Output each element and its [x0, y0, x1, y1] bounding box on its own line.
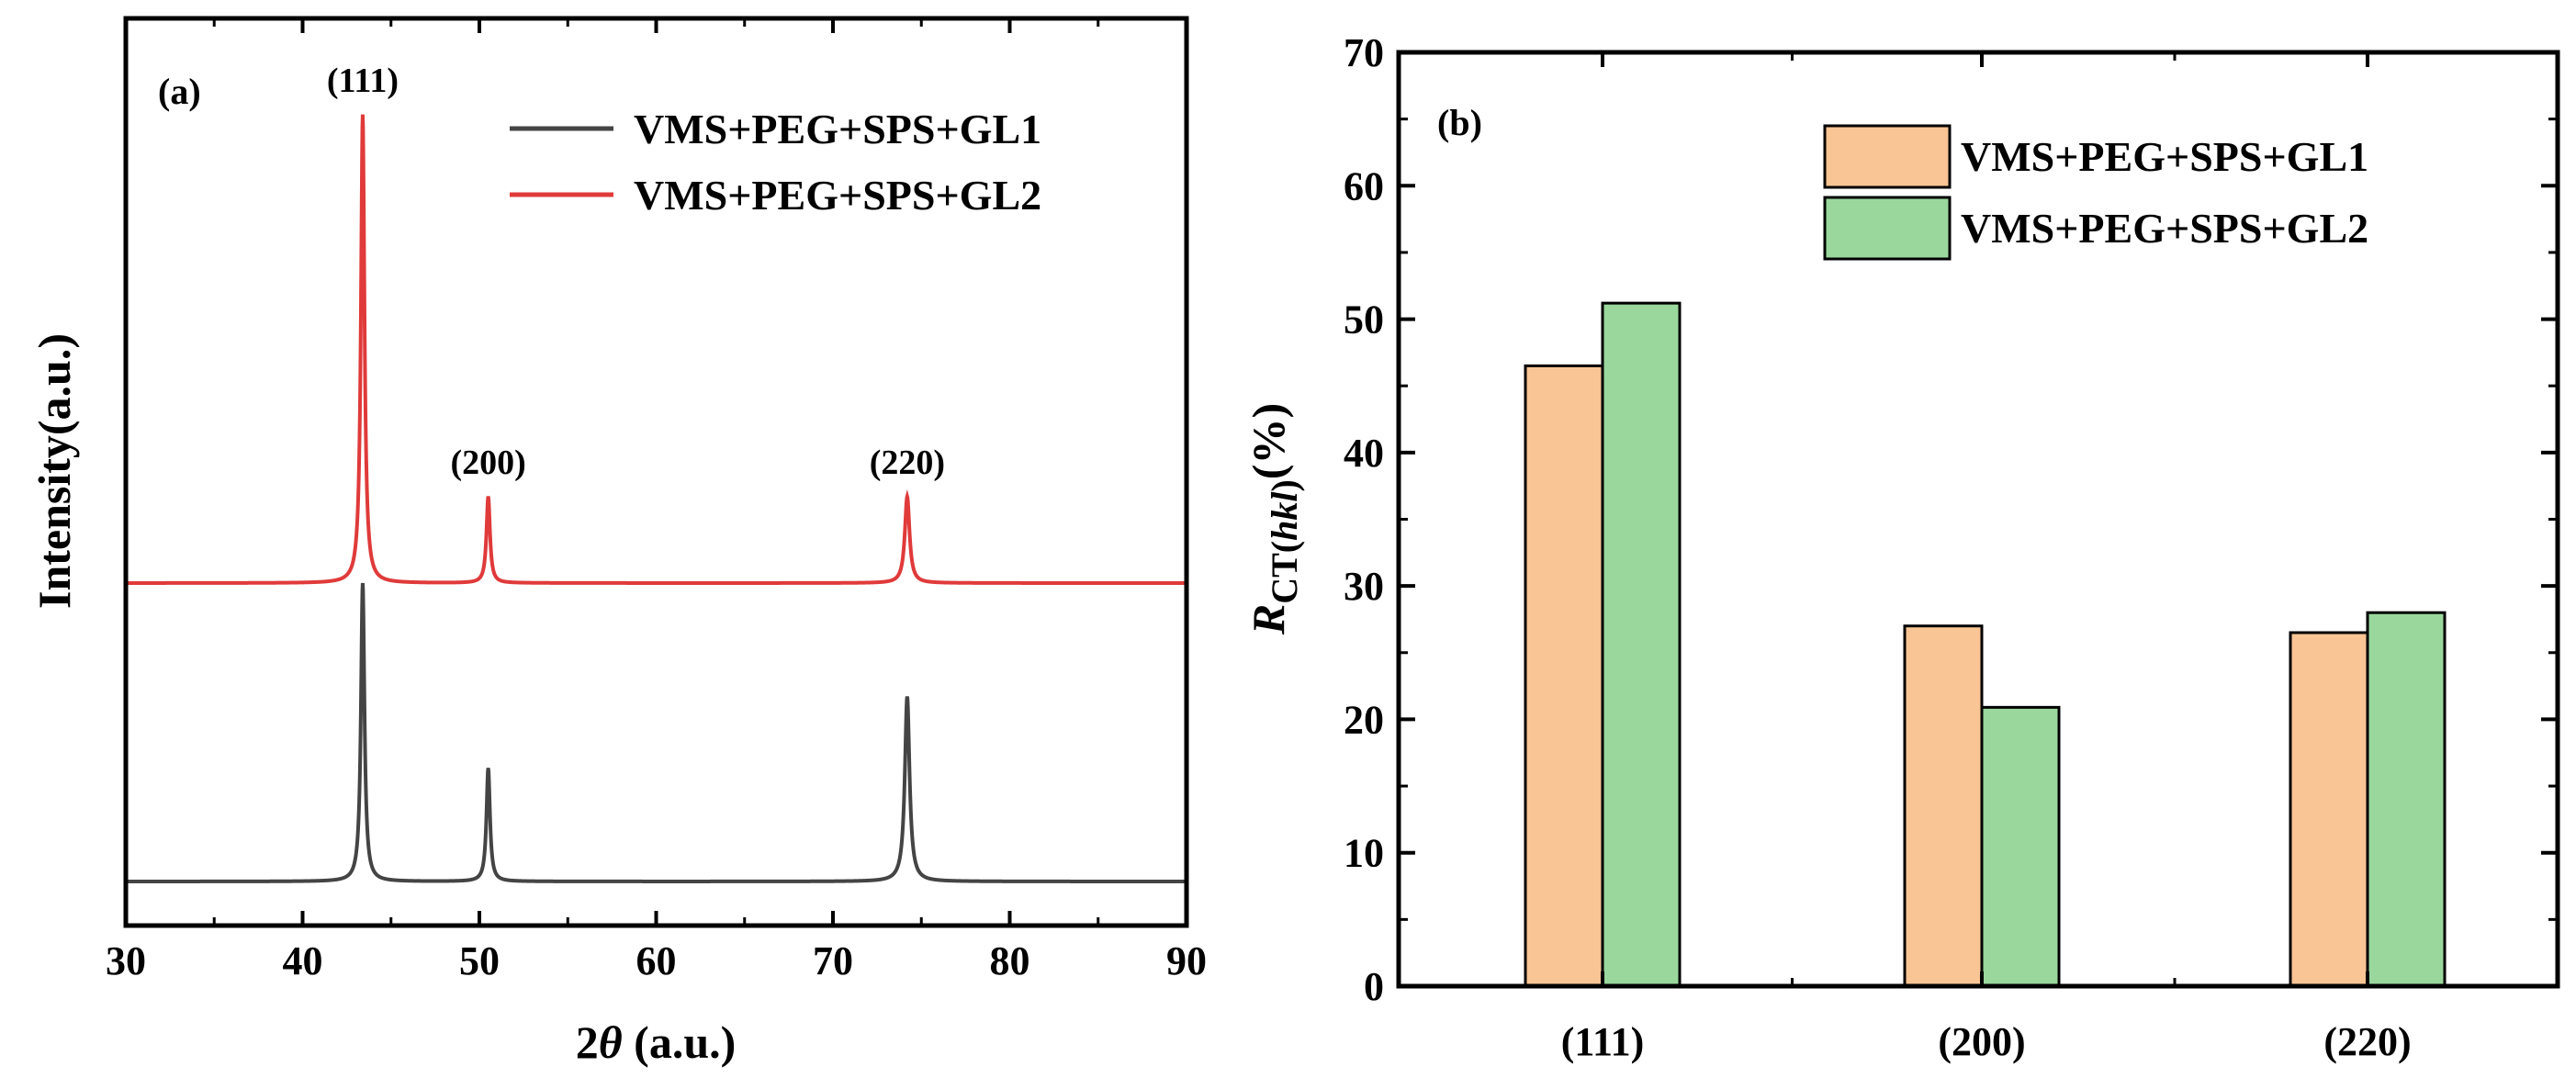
x-tick-label: 70 — [813, 938, 853, 983]
x-tick-label: 80 — [990, 938, 1030, 983]
x-tick-label: 30 — [106, 938, 146, 983]
panel-b-bar-chart: 0 10 20 30 40 50 60 70 (111) (200) (220) (b) RCT(… — [1243, 30, 2560, 1064]
panel-a-legend: VMS+PEG+SPS+GL1 VMS+PEG+SPS+GL2 — [510, 106, 1041, 219]
x-category-label: (111) — [1561, 1019, 1644, 1064]
x-category-label: (200) — [1938, 1019, 2025, 1064]
legend-label-gl2-b: VMS+PEG+SPS+GL2 — [1961, 205, 2368, 252]
bar-1-1 — [1524, 364, 1604, 988]
y-tick-label: 50 — [1344, 298, 1384, 342]
bar-1-2 — [1903, 624, 1984, 988]
series-line-2 — [126, 114, 1187, 585]
panel-a-y-axis-title: Intensity(a.u.) — [28, 333, 80, 609]
x-tick-label: 50 — [459, 938, 500, 983]
bar-2-3 — [2366, 611, 2447, 988]
panel-b-label: (b) — [1437, 102, 1482, 143]
series-line-1 — [126, 582, 1187, 883]
legend-label-gl1-b: VMS+PEG+SPS+GL1 — [1961, 133, 2368, 180]
bar-2-2 — [1980, 705, 2061, 988]
legend-label-gl1: VMS+PEG+SPS+GL1 — [634, 106, 1041, 152]
y-tick-label: 30 — [1344, 564, 1384, 609]
peak-label: (111) — [327, 62, 399, 100]
panel-a-label: (a) — [158, 71, 201, 112]
y-tick-label: 40 — [1344, 431, 1384, 476]
bar-2-1 — [1601, 301, 1682, 988]
y-tick-label: 20 — [1344, 697, 1384, 742]
peak-label: (200) — [450, 443, 525, 482]
y-tick-label: 0 — [1364, 964, 1384, 1009]
bar-1-3 — [2289, 631, 2369, 988]
x-tick-label: 90 — [1166, 938, 1207, 983]
panel-b-y-axis-title: RCT(hkl)(%) — [1243, 403, 1305, 635]
panel-a-plot-frame — [123, 16, 1189, 928]
y-tick-label: 60 — [1344, 163, 1384, 208]
panel-a-xrd-chart: 30 40 50 60 70 80 90 (111) (200) (220) (a) Inten… — [28, 16, 1207, 1068]
legend-swatch-gl2 — [1823, 196, 1952, 261]
x-tick-label: 40 — [283, 938, 323, 983]
legend-swatch-gl1 — [1823, 124, 1952, 189]
legend-label-gl2: VMS+PEG+SPS+GL2 — [634, 172, 1041, 219]
peak-label: (220) — [870, 443, 945, 482]
x-tick-label: 60 — [636, 938, 677, 983]
panel-a-x-axis-title: 2θ (a.u.) — [576, 1016, 737, 1068]
x-category-label: (220) — [2323, 1019, 2411, 1064]
panel-b-legend: VMS+PEG+SPS+GL1 VMS+PEG+SPS+GL2 — [1823, 124, 2368, 261]
y-tick-label: 10 — [1344, 831, 1384, 876]
y-tick-label: 70 — [1344, 30, 1384, 75]
